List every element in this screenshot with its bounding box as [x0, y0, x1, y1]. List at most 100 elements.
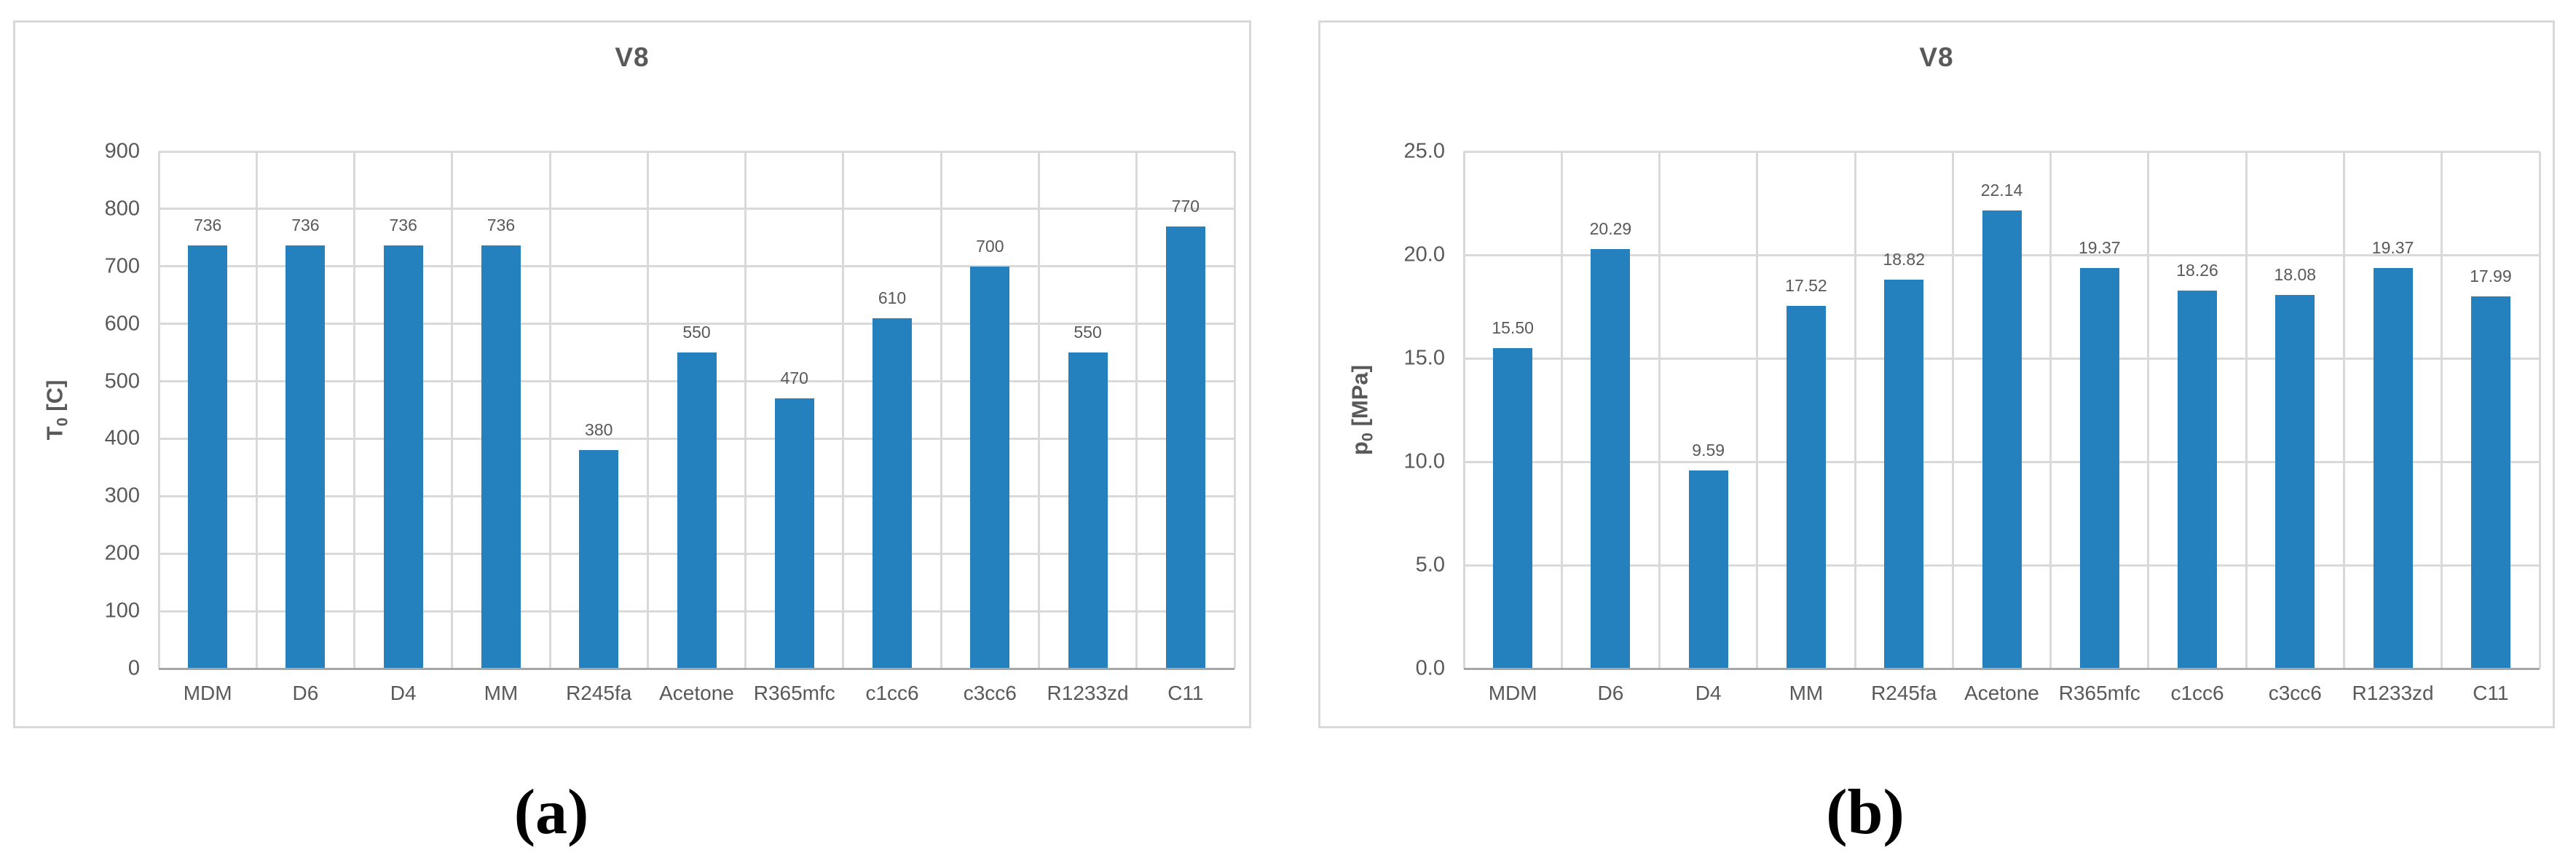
bar-acetone [677, 352, 717, 669]
y-tick-label: 300 [104, 484, 140, 508]
x-tick-label: R365mfc [753, 682, 835, 704]
bar-value-label: 19.37 [2078, 237, 2121, 257]
y-axis-title: T0 [C] [42, 379, 71, 441]
y-tick-label: 100 [104, 599, 140, 623]
chart-title: V8 [1919, 42, 1954, 72]
bar-value-label: 610 [878, 288, 907, 307]
y-tick-label: 600 [104, 312, 140, 336]
x-tick-label: C11 [1167, 682, 1204, 704]
bar-value-label: 380 [585, 420, 613, 440]
gridline-v [2245, 151, 2248, 669]
plot-area: 0.0 5.0 10.0 15.0 20.0 25.0 15.50 MDM 20.29 D6 9.5… [1404, 140, 2541, 704]
bar-value-label: 550 [1074, 323, 1102, 342]
bar-value-label: 770 [1171, 196, 1200, 216]
gridline-v [1037, 151, 1040, 669]
bar-r365mfc [2079, 267, 2119, 669]
bar-mm [1786, 306, 1826, 669]
chart-title: V8 [615, 42, 650, 72]
y-tick-label: 20.0 [1403, 243, 1445, 267]
gridline-h [159, 265, 1234, 268]
gridline-v [1854, 151, 1856, 669]
gridline-v [1462, 151, 1465, 669]
bar-value-label: 700 [976, 236, 1004, 256]
gridline-h [159, 208, 1234, 210]
bar-value-label: 736 [389, 216, 417, 235]
y-tick-label: 500 [104, 369, 140, 393]
bar-value-label: 19.37 [2371, 237, 2414, 257]
x-tick-label: c1cc6 [2170, 682, 2224, 704]
bar-value-label: 18.08 [2274, 264, 2317, 284]
gridline-v [2147, 151, 2150, 669]
gridline-v [255, 151, 258, 669]
bar-r1233zd [1068, 352, 1108, 669]
bar-value-label: 20.29 [1589, 218, 1632, 238]
gridline-v [1135, 151, 1138, 669]
gridline-v [842, 151, 845, 669]
x-tick-label: R245fa [566, 682, 632, 704]
bar-value-label: 736 [487, 216, 516, 235]
bar-value-label: 736 [193, 216, 222, 235]
bar-c3cc6 [2275, 294, 2315, 669]
gridline-v [646, 151, 649, 669]
bar-c1cc6 [2178, 291, 2218, 669]
bar-d6 [1591, 248, 1631, 669]
bar-d6 [285, 245, 326, 669]
x-tick-label: R1233zd [1047, 682, 1129, 704]
x-tick-label: MM [1789, 682, 1824, 704]
x-tick-label: R1233zd [2352, 682, 2434, 704]
gridline-v [2441, 151, 2443, 669]
bar-value-label: 15.50 [1492, 318, 1534, 337]
y-tick-label: 700 [104, 254, 140, 278]
gridline-v [157, 151, 160, 669]
gridline-v [1560, 151, 1563, 669]
bar-d4 [383, 245, 423, 669]
bar-acetone [1982, 210, 2022, 669]
bar-c3cc6 [970, 266, 1010, 669]
bar-value-label: 550 [682, 323, 711, 342]
gridline-v [1951, 151, 1954, 669]
gridline-h [159, 150, 1234, 153]
x-tick-label: c3cc6 [2268, 682, 2322, 704]
bar-value-label: 17.52 [1785, 276, 1827, 296]
bar-value-label: 22.14 [1980, 181, 2023, 200]
y-tick-label: 25.0 [1403, 139, 1445, 163]
bar-c1cc6 [873, 318, 913, 669]
plot-area: 0 100 200 300 400 500 600 700 800 900 736 MDM 736 D6 7… [105, 140, 1236, 704]
y-tick-label: 5.0 [1415, 553, 1445, 577]
bar-d4 [1688, 470, 1728, 669]
subfigure-caption-a: (a) [513, 777, 589, 848]
y-tick-label: 200 [104, 541, 140, 565]
y-axis-title: p0 [MPa] [1347, 365, 1376, 455]
bar-value-label: 736 [291, 216, 320, 235]
x-tick-label: Acetone [659, 682, 734, 704]
subfigure-caption-b: (b) [1826, 777, 1905, 848]
x-tick-label: c1cc6 [865, 682, 919, 704]
bar-value-label: 18.82 [1883, 249, 1925, 269]
gridline-v [2342, 151, 2345, 669]
x-tick-label: C11 [2473, 682, 2509, 704]
y-tick-label: 400 [104, 426, 140, 450]
x-tick-label: R365mfc [2058, 682, 2140, 704]
x-tick-label: Acetone [1964, 682, 2039, 704]
bar-mm [481, 245, 521, 669]
x-tick-label: MDM [183, 682, 232, 704]
x-tick-label: D6 [292, 682, 319, 704]
x-tick-label: D4 [1695, 682, 1722, 704]
bar-value-label: 470 [780, 369, 808, 388]
x-tick-label: MDM [1488, 682, 1537, 704]
x-tick-label: D6 [1597, 682, 1624, 704]
bar-value-label: 18.26 [2176, 261, 2218, 280]
x-tick-label: R245fa [1871, 682, 1937, 704]
bar-value-label: 17.99 [2470, 267, 2512, 286]
y-tick-label: 900 [104, 139, 140, 163]
x-tick-label: c3cc6 [963, 682, 1017, 704]
bar-c11 [1165, 226, 1205, 669]
bar-r245fa [1884, 279, 1924, 669]
bar-r1233zd [2373, 267, 2413, 669]
gridline-v [451, 151, 454, 669]
bar-r245fa [579, 450, 619, 669]
y-tick-label: 0 [127, 656, 140, 680]
y-tick-label: 0.0 [1415, 656, 1445, 680]
gridline-v [744, 151, 747, 669]
